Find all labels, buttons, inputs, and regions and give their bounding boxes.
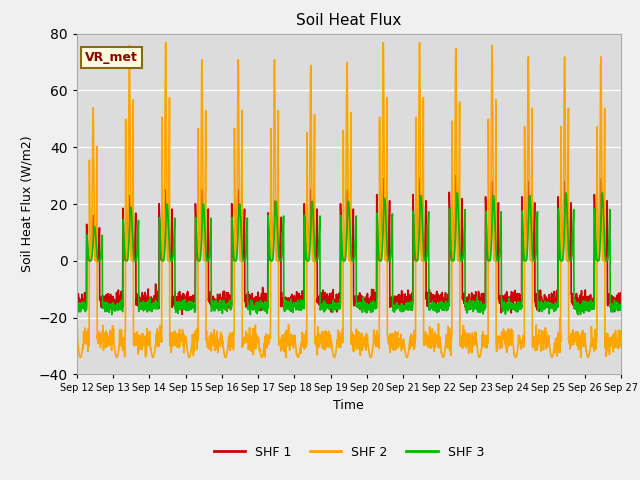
SHF 3: [569, 238, 577, 243]
SHF 3: [73, 298, 81, 304]
SHF 3: [574, 312, 582, 318]
SHF 1: [569, 300, 577, 306]
SHF 2: [365, 346, 372, 351]
SHF 1: [376, 257, 384, 263]
SHF 2: [225, 336, 232, 342]
SHF 2: [282, 355, 290, 360]
SHF 2: [584, 354, 592, 360]
SHF 2: [507, 334, 515, 340]
SHF 3: [507, 306, 515, 312]
SHF 1: [225, 300, 232, 305]
SHF 3: [584, 304, 592, 310]
SHF 2: [73, 334, 81, 339]
SHF 1: [73, 296, 81, 301]
SHF 2: [376, 239, 384, 245]
SHF 1: [452, 173, 460, 179]
SHF 1: [617, 290, 625, 296]
SHF 1: [365, 300, 372, 306]
Text: VR_met: VR_met: [85, 51, 138, 64]
Line: SHF 1: SHF 1: [77, 176, 621, 314]
SHF 2: [416, 40, 424, 46]
Line: SHF 3: SHF 3: [77, 193, 621, 315]
SHF 3: [364, 305, 372, 311]
X-axis label: Time: Time: [333, 399, 364, 412]
Line: SHF 2: SHF 2: [77, 43, 621, 358]
Legend: SHF 1, SHF 2, SHF 3: SHF 1, SHF 2, SHF 3: [209, 441, 489, 464]
SHF 3: [454, 190, 461, 196]
SHF 3: [376, 258, 384, 264]
SHF 1: [584, 299, 592, 304]
Title: Soil Heat Flux: Soil Heat Flux: [296, 13, 401, 28]
SHF 2: [617, 342, 625, 348]
SHF 2: [569, 338, 577, 344]
SHF 1: [178, 312, 186, 317]
Y-axis label: Soil Heat Flux (W/m2): Soil Heat Flux (W/m2): [20, 136, 33, 272]
SHF 1: [507, 293, 515, 299]
SHF 3: [225, 300, 232, 306]
SHF 3: [617, 307, 625, 313]
